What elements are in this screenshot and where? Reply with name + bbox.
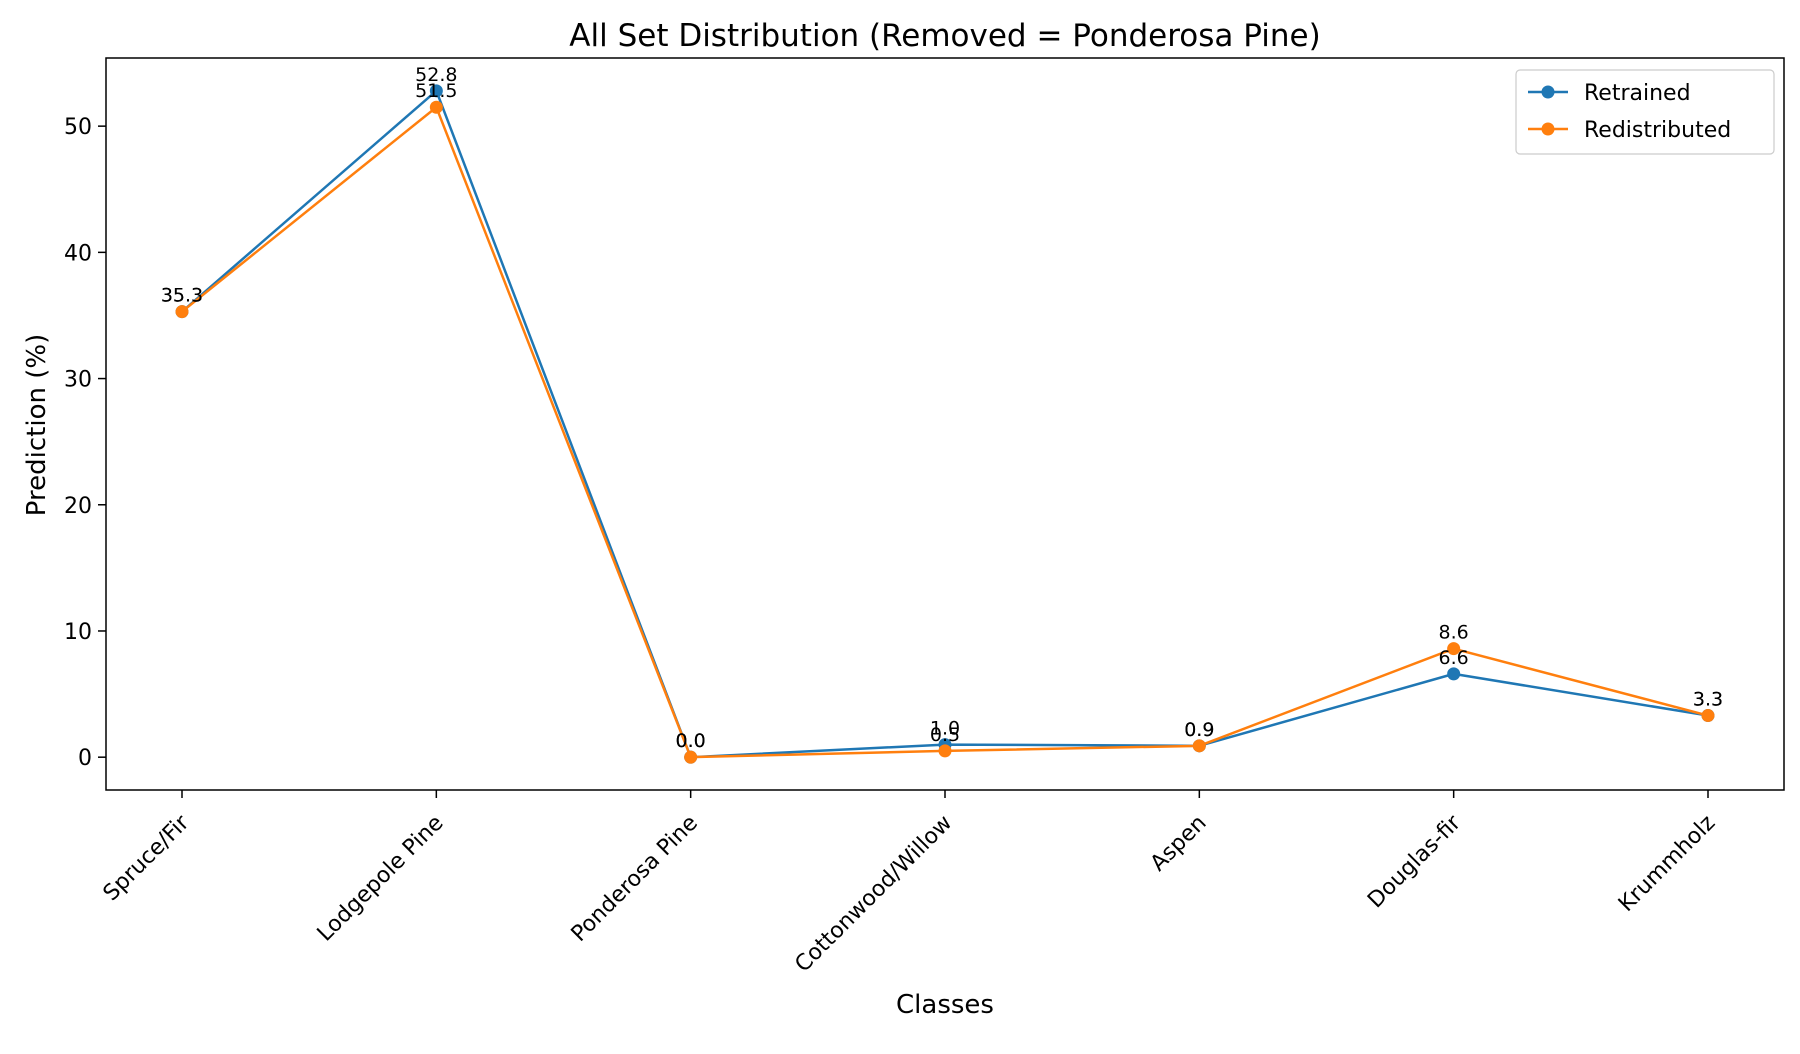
data-label: 0.9 bbox=[1184, 719, 1214, 741]
data-labels: 35.352.80.01.0 0.96.63.335.351.50.0 0.5 0.9… bbox=[161, 64, 1723, 752]
data-label: 0.5 bbox=[930, 724, 960, 746]
chart-title: All Set Distribution (Removed = Ponderos… bbox=[569, 18, 1320, 54]
x-tick-label: Spruce/Fir bbox=[99, 810, 195, 906]
x-tick-label: Lodgepole Pine bbox=[313, 811, 449, 947]
y-axis-ticks: 0 10 20 30 40 50 bbox=[64, 115, 106, 771]
series-point-retrained bbox=[429, 84, 443, 98]
legend-marker-retrained bbox=[1541, 85, 1555, 99]
data-label: 3.3 bbox=[1693, 689, 1723, 711]
series-layer bbox=[175, 84, 1715, 764]
y-tick-label: 40 bbox=[64, 241, 92, 266]
y-tick-label: 0 bbox=[78, 746, 92, 771]
legend-label-retrained: Retrained bbox=[1584, 81, 1691, 106]
legend-label-redistributed: Redistributed bbox=[1584, 118, 1731, 143]
y-tick-label: 20 bbox=[64, 494, 92, 519]
data-label: 0.9 bbox=[1184, 719, 1214, 741]
y-tick-label: 30 bbox=[64, 368, 92, 393]
y-tick-label: 50 bbox=[64, 115, 92, 140]
series-point-redistributed bbox=[938, 744, 952, 758]
data-label: 35.3 bbox=[161, 285, 203, 307]
series-point-redistributed bbox=[1192, 739, 1206, 753]
series-point-retrained bbox=[1447, 667, 1461, 681]
x-tick-label: Aspen bbox=[1146, 811, 1212, 877]
data-label: 3.3 bbox=[1693, 689, 1723, 711]
data-label: 6.6 bbox=[1439, 647, 1469, 669]
series-point-redistributed bbox=[429, 100, 443, 114]
data-label: 51.5 bbox=[415, 80, 457, 102]
series-point-redistributed bbox=[684, 750, 698, 764]
series-point-redistributed bbox=[175, 305, 189, 319]
series-point-redistributed bbox=[1447, 642, 1461, 656]
x-axis-label: Classes bbox=[896, 990, 994, 1020]
plot-frame bbox=[105, 57, 1785, 791]
legend: Retrained Redistributed bbox=[1515, 69, 1775, 155]
series-point-redistributed bbox=[1701, 709, 1715, 723]
x-tick-label: Krummholz bbox=[1614, 811, 1720, 917]
legend-box bbox=[1515, 69, 1775, 155]
series-line-retrained bbox=[181, 89, 1709, 759]
series-line-redistributed bbox=[181, 105, 1709, 759]
x-tick-label: Cottonwood/Willow bbox=[790, 811, 957, 978]
legend-marker-redistributed bbox=[1541, 122, 1555, 136]
data-label: 52.8 bbox=[415, 64, 457, 86]
data-label: 8.6 bbox=[1439, 622, 1469, 644]
x-tick-label: Ponderosa Pine bbox=[567, 811, 703, 947]
data-label: 0.0 bbox=[676, 730, 706, 752]
x-axis-ticks: Spruce/Fir Lodgepole Pine Ponderosa Pine Co… bbox=[99, 790, 1720, 978]
y-axis-label: Prediction (%) bbox=[22, 334, 52, 516]
data-label: 0.0 bbox=[676, 730, 706, 752]
data-label: 35.3 bbox=[161, 285, 203, 307]
x-tick-label: Douglas-fir bbox=[1363, 810, 1466, 913]
y-tick-label: 10 bbox=[64, 620, 92, 645]
data-label: 1.0 bbox=[930, 718, 960, 740]
